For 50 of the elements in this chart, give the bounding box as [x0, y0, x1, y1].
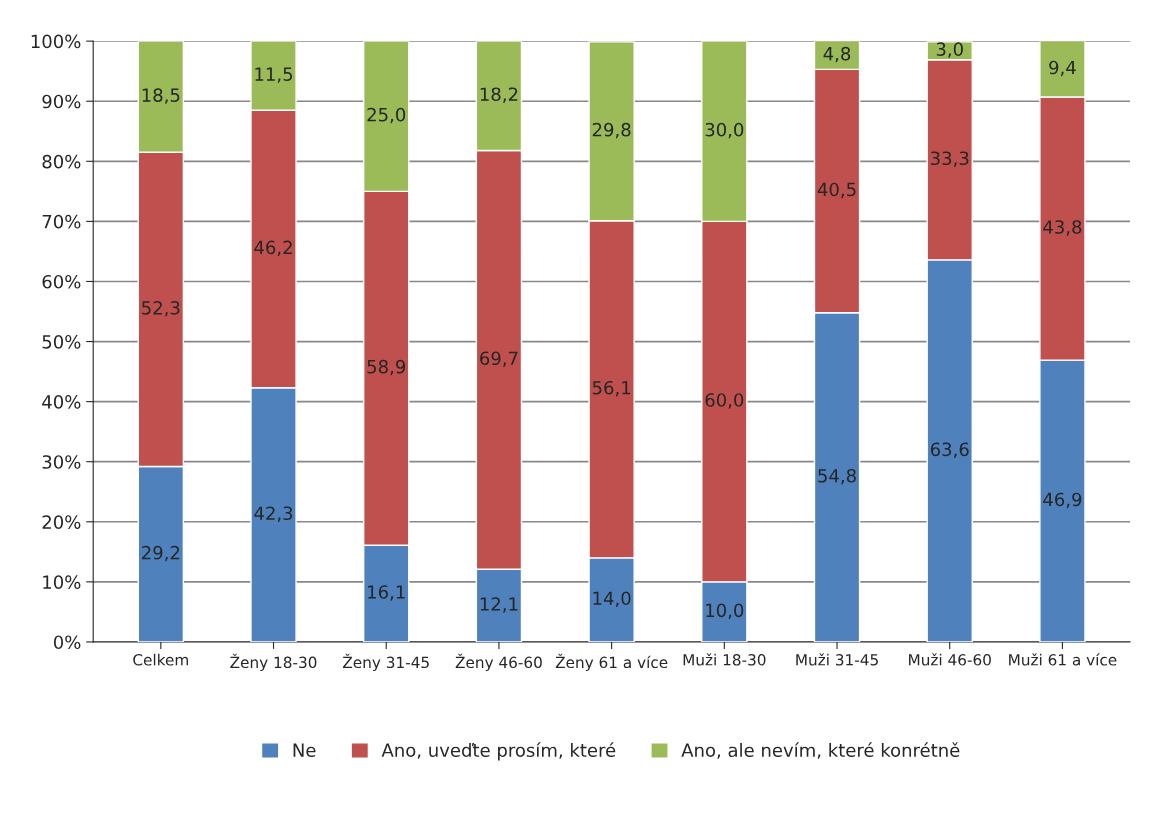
y-tick-label: 100% — [31, 34, 81, 49]
y-tick-label: 40% — [42, 395, 81, 409]
data-label: 10,0 — [706, 603, 744, 619]
data-label: 58,9 — [367, 359, 406, 376]
y-tick-label: 60% — [42, 274, 81, 289]
data-label: 14,0 — [593, 591, 631, 607]
data-label: 40,5 — [817, 182, 856, 199]
x-tick-label: Muži 31-45 — [796, 653, 878, 666]
y-tick-label: 80% — [42, 154, 81, 169]
x-tick-label: Ženy 46-60 — [455, 653, 542, 672]
x-tick-label: Muži 46-60 — [909, 653, 991, 666]
data-label: 30,0 — [705, 122, 744, 139]
data-label: 16,1 — [368, 585, 405, 601]
data-label: 18,2 — [480, 87, 518, 103]
y-tick-label: 70% — [42, 214, 81, 229]
data-label: 9,4 — [1049, 60, 1076, 77]
data-label: 33,3 — [931, 151, 969, 167]
data-label: 43,8 — [1043, 220, 1082, 236]
data-label: 42,3 — [254, 506, 293, 522]
y-tick-label: 0% — [53, 635, 81, 650]
data-label: 60,0 — [705, 393, 744, 409]
y-tick-label: 50% — [42, 335, 81, 349]
data-label: 46,2 — [254, 240, 292, 257]
data-label: 3,0 — [936, 42, 963, 58]
data-label: 54,8 — [818, 468, 856, 485]
data-label: 69,7 — [480, 351, 518, 367]
data-label: 46,9 — [1043, 492, 1082, 509]
data-label: 63,6 — [930, 442, 969, 458]
x-tick-label: Muži 61 a více — [1009, 653, 1117, 666]
legend-label: Ano, uveďte prosím, které — [381, 742, 616, 761]
y-tick-label: 30% — [42, 455, 81, 469]
data-label: 18,5 — [142, 88, 180, 104]
data-label: 56,1 — [592, 380, 631, 397]
y-tick-label: 20% — [42, 515, 81, 529]
x-tick-label: Ženy 61 a více — [555, 653, 668, 672]
data-label: 25,0 — [367, 107, 406, 124]
legend-label: Ne — [293, 743, 316, 757]
legend-label: Ano, ale nevím, které konrétně — [681, 742, 960, 759]
x-tick-label: Muži 18-30 — [683, 653, 766, 666]
y-tick-label: 90% — [42, 94, 81, 109]
x-tick-label: Ženy 18-30 — [230, 653, 317, 672]
data-label: 11,5 — [255, 67, 293, 83]
data-label: 29,2 — [142, 545, 180, 562]
data-label: 4,8 — [823, 46, 851, 63]
data-label: 12,1 — [480, 597, 518, 613]
data-label: 52,3 — [142, 300, 180, 317]
x-tick-label: Celkem — [133, 653, 188, 666]
x-tick-label: Ženy 31-45 — [342, 653, 429, 672]
y-tick-label: 10% — [43, 575, 81, 589]
data-label: 29,8 — [592, 122, 631, 139]
